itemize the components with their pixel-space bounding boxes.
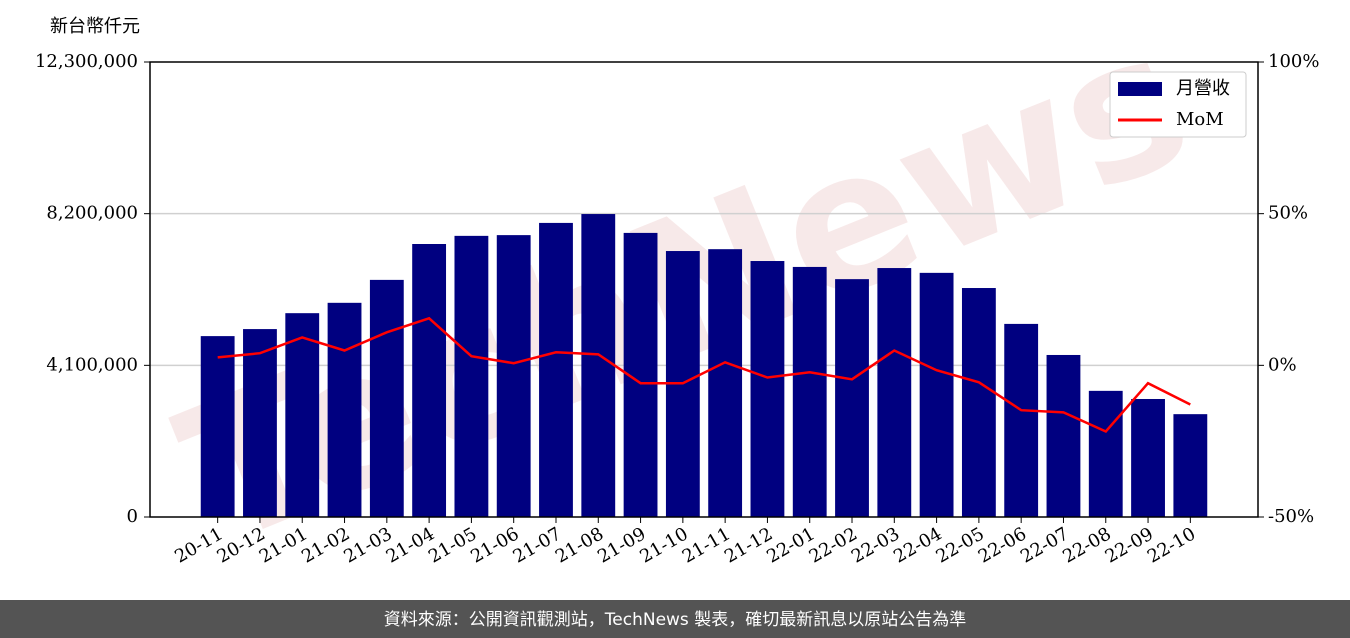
- bar: [961, 288, 996, 517]
- bar: [412, 244, 447, 517]
- y-axis-label: 新台幣仟元: [50, 16, 140, 37]
- y-tick-label: 8,200,000: [46, 203, 138, 224]
- bar: [877, 268, 912, 517]
- bar: [327, 302, 362, 517]
- bar: [454, 235, 489, 517]
- y2-tick-label: 50%: [1268, 203, 1308, 224]
- bar: [708, 249, 743, 517]
- bar: [792, 266, 827, 517]
- y2-tick-label: 100%: [1268, 51, 1319, 72]
- y-tick-label: 0: [127, 506, 138, 527]
- legend-swatch: [1118, 82, 1162, 96]
- bar: [1004, 323, 1039, 517]
- y2-tick-label: -50%: [1268, 506, 1314, 527]
- bar: [496, 235, 531, 517]
- legend-label: MoM: [1176, 109, 1224, 130]
- footer-bar: [0, 600, 1350, 638]
- bar: [835, 279, 869, 517]
- footer-text: 資料來源：公開資訊觀測站，TechNews 製表，確切最新訊息以原站公告為準: [384, 610, 966, 630]
- bar: [539, 222, 573, 518]
- bar: [750, 261, 785, 517]
- bar: [285, 313, 320, 517]
- bar: [1088, 390, 1123, 517]
- bar: [1131, 398, 1165, 517]
- legend-label: 月營收: [1176, 78, 1230, 99]
- y-tick-label: 12,300,000: [35, 51, 138, 72]
- y-tick-label: 4,100,000: [46, 354, 138, 375]
- bar: [243, 329, 277, 517]
- bar: [919, 272, 954, 517]
- bar: [1046, 354, 1081, 517]
- bar: [369, 279, 404, 517]
- line: [217, 316, 1191, 434]
- bar: [200, 336, 235, 517]
- bar: [581, 214, 616, 517]
- plot-frame: [149, 61, 1259, 518]
- x-tick-label: 22-10: [1144, 523, 1199, 567]
- y2-tick-label: 0%: [1268, 354, 1297, 375]
- bar: [1173, 414, 1208, 517]
